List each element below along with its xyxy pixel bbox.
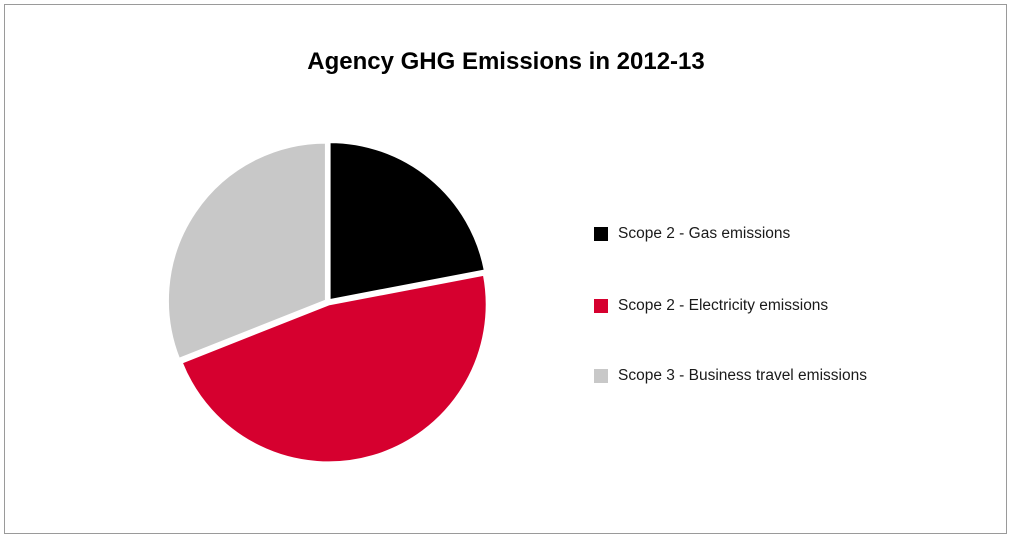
legend-item-business-travel: Scope 3 - Business travel emissions	[594, 367, 867, 385]
legend-label-gas: Scope 2 - Gas emissions	[618, 225, 791, 242]
pie-slice-gas	[328, 141, 486, 302]
legend-label-electricity: Scope 2 - Electricity emissions	[618, 297, 829, 314]
legend-swatch-electricity	[594, 299, 608, 313]
chart-title: Agency GHG Emissions in 2012-13	[307, 48, 705, 75]
legend-item-electricity: Scope 2 - Electricity emissions	[594, 297, 828, 315]
legend-swatch-gas	[594, 227, 608, 241]
legend-swatch-business-travel	[594, 369, 608, 383]
pie-slice-business-travel	[166, 141, 327, 361]
legend-label-business-travel: Scope 3 - Business travel emissions	[618, 367, 867, 384]
pie-slices	[166, 141, 488, 464]
pie-slice-electricity	[180, 273, 488, 464]
legend-item-gas: Scope 2 - Gas emissions	[594, 225, 790, 243]
